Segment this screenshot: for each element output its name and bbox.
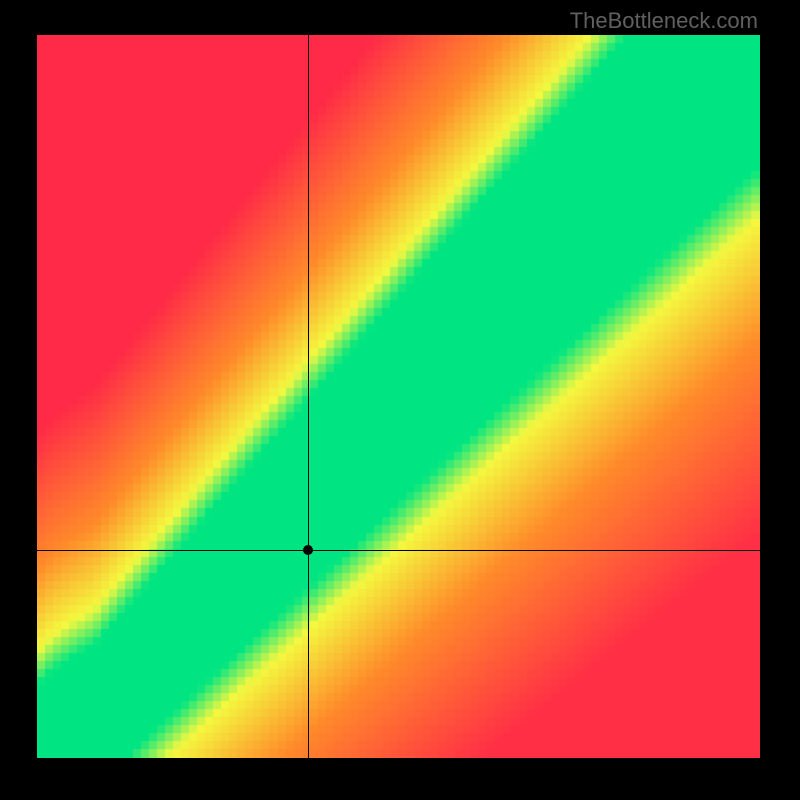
watermark-text: TheBottleneck.com [570,8,758,34]
crosshair-point [303,545,313,555]
heatmap-canvas [37,35,760,758]
plot-area [37,35,760,758]
crosshair-vertical [308,35,309,758]
crosshair-horizontal [37,550,760,551]
chart-container: TheBottleneck.com [0,0,800,800]
